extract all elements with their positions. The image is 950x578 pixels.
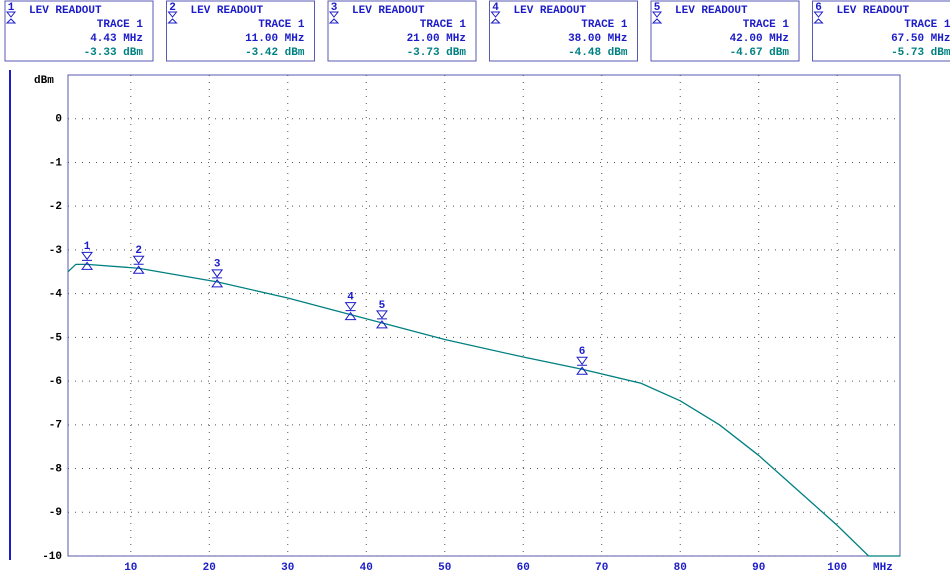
readout-icon: [328, 11, 340, 24]
readout-box: 2 LEV READOUT TRACE 1 11.00 MHz -3.42 dBm: [166, 0, 315, 62]
y-tick-label: -7: [49, 420, 62, 432]
y-tick-label: -9: [49, 507, 62, 519]
readout-box: 4 LEV READOUT TRACE 1 38.00 MHz -4.48 dBm: [489, 0, 638, 62]
x-tick-label: 50: [438, 562, 451, 574]
readout-box: 3 LEV READOUT TRACE 1 21.00 MHz -3.73 dBm: [327, 0, 477, 62]
y-tick-label: -3: [49, 245, 63, 257]
y-tick-label: -10: [42, 551, 62, 563]
readout-id: 6: [815, 2, 822, 14]
y-tick-label: 0: [55, 114, 62, 126]
marker-glyph: [344, 302, 357, 321]
readout-freq: 38.00 MHz: [568, 33, 627, 45]
y-tick-label: -4: [49, 289, 63, 301]
readout-frame: [489, 0, 638, 62]
readout-trace: TRACE 1: [420, 19, 467, 31]
readout-id: 2: [169, 2, 176, 14]
x-tick-label: 80: [674, 562, 687, 574]
readout-trace: TRACE 1: [743, 19, 790, 31]
x-tick-label: 60: [517, 562, 530, 574]
readout-freq: 11.00 MHz: [245, 33, 304, 45]
marker-glyph: [132, 255, 145, 274]
readout-frame: [166, 0, 315, 62]
readout-freq: 21.00 MHz: [407, 33, 466, 45]
readout-frame: [327, 0, 477, 62]
readout-title: LEV READOUT: [352, 5, 425, 17]
x-tick-label: 40: [360, 562, 373, 574]
readout-level: -3.42 dBm: [245, 47, 305, 59]
y-tick-label: -5: [49, 332, 63, 344]
readout-level: -3.33 dBm: [84, 47, 144, 59]
readout-freq: 67.50 MHz: [891, 33, 950, 45]
y-tick-label: -6: [49, 376, 62, 388]
marker-glyph: [576, 356, 589, 375]
y-tick-label: -1: [49, 157, 63, 169]
x-axis-label: MHz: [873, 562, 893, 574]
readout-box: 5 LEV READOUT TRACE 1 42.00 MHz -4.67 dBm: [650, 0, 800, 62]
readout-box: 6 LEV READOUT TRACE 1 67.50 MHz -5.73 dBm: [812, 0, 950, 62]
readout-icon: [813, 11, 824, 24]
readout-id: 1: [8, 2, 15, 14]
marker-id: 1: [84, 241, 91, 253]
readout-frame: [4, 0, 154, 62]
plot-frame: [67, 74, 901, 557]
readout-freq: 4.43 MHz: [90, 33, 143, 45]
readout-level: -5.73 dBm: [891, 47, 950, 59]
marker: 4: [344, 292, 357, 321]
x-tick-label: 30: [281, 562, 294, 574]
readout-title: LEV READOUT: [29, 5, 102, 17]
readout-id: 4: [492, 2, 499, 14]
readout-title: LEV READOUT: [837, 5, 910, 17]
marker: 6: [576, 346, 589, 375]
y-tick-label: -2: [49, 201, 62, 213]
marker: 2: [132, 245, 145, 274]
marker-id: 2: [135, 245, 142, 257]
readout-freq: 42.00 MHz: [730, 33, 789, 45]
readout-level: -4.67 dBm: [730, 47, 790, 59]
readout-trace: TRACE 1: [97, 19, 144, 31]
readout-title: LEV READOUT: [191, 5, 264, 17]
x-tick-label: 90: [752, 562, 765, 574]
marker: 1: [81, 241, 94, 270]
readout-title: LEV READOUT: [514, 5, 587, 17]
marker: 3: [211, 259, 224, 288]
readout-icon: [490, 11, 501, 24]
readout-id: 5: [654, 2, 661, 14]
x-tick-label: 100: [827, 562, 847, 574]
readout-level: -3.73 dBm: [407, 47, 467, 59]
marker-glyph: [211, 269, 224, 288]
readout-icon: [651, 11, 663, 24]
readout-id: 3: [331, 2, 338, 14]
y-axis-label: dBm: [34, 75, 54, 87]
readout-box: 1 LEV READOUT TRACE 1 4.43 MHz -3.33 dBm: [4, 0, 154, 62]
x-tick-label: 10: [124, 562, 137, 574]
marker-glyph: [375, 310, 388, 329]
marker: 5: [375, 300, 388, 329]
trace-line: [67, 263, 900, 557]
readout-trace: TRACE 1: [904, 19, 950, 31]
y-tick-label: -8: [49, 463, 63, 475]
readout-trace: TRACE 1: [258, 19, 305, 31]
readout-trace: TRACE 1: [581, 19, 628, 31]
x-tick-label: 20: [203, 562, 216, 574]
readout-level: -4.48 dBm: [568, 47, 628, 59]
marker-glyph: [81, 251, 94, 270]
readout-frame: [812, 0, 950, 62]
marker-id: 4: [347, 292, 354, 304]
marker-id: 6: [579, 346, 586, 358]
marker-id: 5: [379, 300, 386, 312]
marker-id: 3: [214, 259, 221, 271]
readout-icon: [167, 11, 178, 24]
x-tick-label: 70: [595, 562, 608, 574]
readout-frame: [650, 0, 800, 62]
readout-title: LEV READOUT: [675, 5, 748, 17]
readout-icon: [5, 11, 17, 24]
